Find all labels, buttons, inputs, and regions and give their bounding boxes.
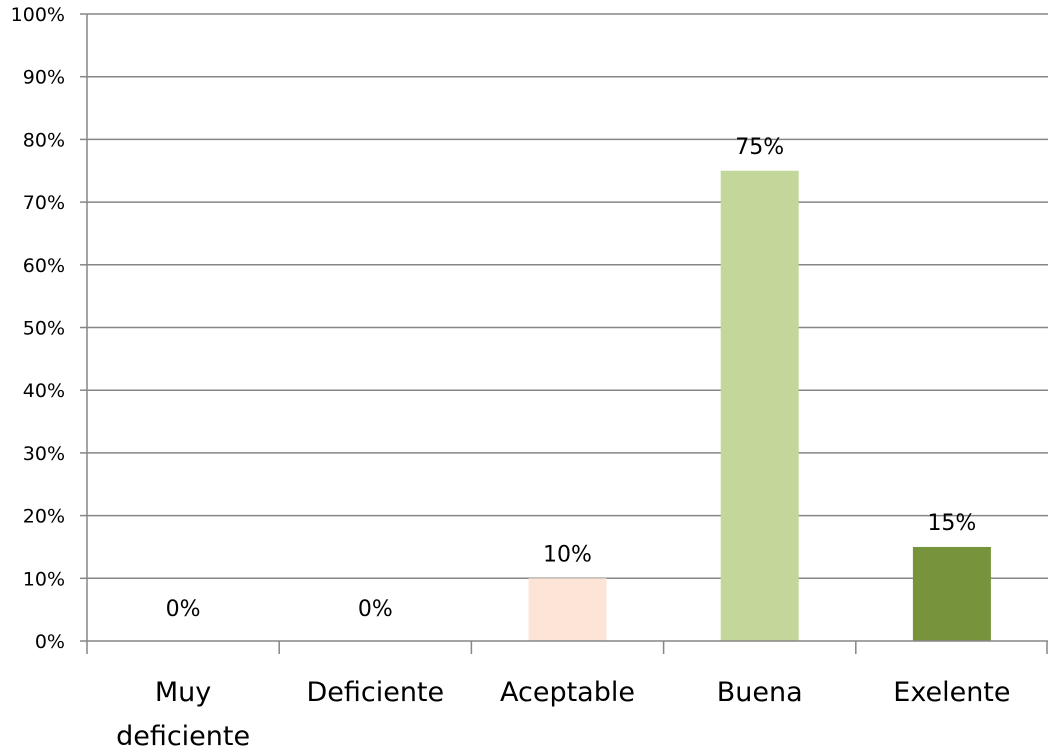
y-tick-label: 10% (23, 568, 65, 590)
y-tick-label: 100% (11, 4, 65, 26)
y-tick-label: 60% (23, 255, 65, 277)
bars (528, 170, 991, 641)
data-labels: 0% 0% 10% 75% 15% (166, 135, 977, 622)
y-axis-ticks: 0% 10% 20% 30% 40% 50% 60% 70% 80% 90% 100% (11, 4, 87, 653)
x-category-label: Exelente (893, 677, 1010, 708)
y-tick-label: 90% (23, 67, 65, 89)
data-label: 15% (927, 511, 976, 536)
y-tick-label: 40% (23, 380, 65, 402)
bar-aceptable (528, 578, 607, 641)
x-category-label: deficiente (116, 721, 250, 751)
y-tick-label: 70% (23, 192, 65, 214)
bar-buena (720, 170, 799, 641)
x-axis-labels: Muy deficiente Deficiente Aceptable Buena Exe… (116, 677, 1010, 751)
data-label: 10% (543, 542, 592, 567)
data-label: 0% (358, 597, 393, 622)
y-tick-label: 0% (35, 631, 65, 653)
x-category-label: Buena (717, 677, 803, 708)
y-tick-label: 30% (23, 443, 65, 465)
x-category-label: Muy (155, 677, 211, 708)
gridlines (87, 13, 1048, 580)
x-category-label: Deficiente (306, 677, 444, 708)
data-label: 75% (735, 135, 784, 160)
data-label: 0% (166, 597, 201, 622)
y-tick-label: 50% (23, 318, 65, 340)
x-category-label: Aceptable (500, 677, 635, 708)
axes (86, 14, 1048, 654)
y-tick-label: 80% (23, 129, 65, 151)
y-tick-label: 20% (23, 506, 65, 528)
bar-exelente (912, 546, 991, 641)
